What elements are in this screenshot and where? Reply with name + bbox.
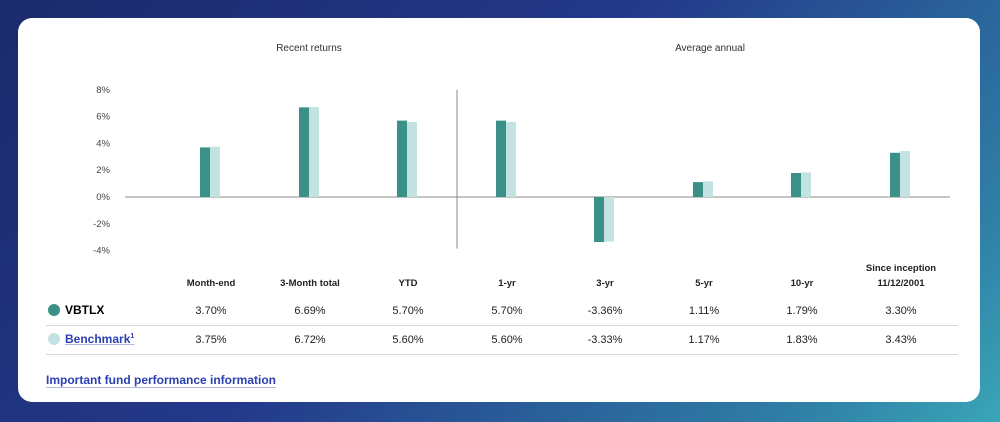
column-header: YTD (398, 278, 418, 289)
y-tick-label: -4% (93, 246, 110, 257)
y-tick-label: 0% (96, 192, 110, 203)
y-tick-label: 4% (96, 138, 110, 149)
bar-fund (594, 197, 604, 243)
y-tick-label: 2% (96, 165, 110, 176)
bar-benchmark (506, 121, 516, 197)
table-row-benchmark: Benchmark1 3.75% 6.72% 5.60% 5.60% -3.33% 1.1… (46, 326, 958, 355)
benchmark-link[interactable]: Benchmark1 (65, 332, 135, 346)
column-header: 1-yr (498, 278, 516, 289)
table-cell: 6.69% (294, 305, 326, 317)
column-header: 3-Month total (280, 278, 340, 289)
bar-fund (693, 182, 703, 197)
fund-legend-dot (48, 304, 60, 316)
performance-card: Recent returns Average annual 8% 6% 4% 2% 0%… (18, 18, 980, 402)
y-tick-label: -2% (93, 219, 110, 230)
bar-fund (299, 107, 309, 197)
column-header: 10-yr (790, 278, 814, 289)
bar-fund (890, 152, 900, 197)
bar-benchmark (801, 172, 811, 197)
table-row-fund: VBTLX 3.70% 6.69% 5.70% 5.70% -3.36% 1.11% 1.7… (46, 297, 958, 326)
bar-benchmark (309, 106, 319, 197)
bar-fund (200, 147, 210, 197)
column-header: Month-end (186, 278, 236, 289)
table-cell: 3.30% (885, 305, 917, 317)
bar-chart: 8% 6% 4% 2% 0% -2% -4% (93, 85, 950, 257)
table-cell: 1.11% (688, 305, 720, 317)
table-cell: -3.33% (587, 334, 623, 346)
bar-benchmark (604, 197, 614, 242)
table-cell: 1.79% (786, 305, 818, 317)
bar-fund (791, 173, 801, 197)
column-header: 3-yr (596, 278, 614, 289)
table-cell: 5.60% (392, 334, 424, 346)
column-header: Since inception 11/12/2001 (865, 263, 937, 289)
table-cell: 1.17% (688, 334, 720, 346)
section-label-average: Average annual (675, 43, 745, 54)
table-cell: 3.70% (195, 305, 227, 317)
table-cell: 6.72% (294, 334, 326, 346)
bar-benchmark (900, 151, 910, 197)
column-header: 5-yr (695, 278, 713, 289)
bar-benchmark (703, 181, 713, 197)
table-cell: 3.75% (195, 334, 227, 346)
bar-benchmark (407, 121, 417, 197)
section-label-recent: Recent returns (276, 43, 342, 54)
y-tick-label: 6% (96, 112, 110, 123)
bar-fund (496, 120, 506, 197)
table-cell: 1.83% (786, 334, 818, 346)
benchmark-legend-dot (48, 333, 60, 345)
table-cell: 5.70% (491, 305, 523, 317)
table-cell: 3.43% (885, 334, 917, 346)
bar-benchmark (210, 146, 220, 197)
fund-label: VBTLX (65, 303, 105, 317)
table-cell: 5.70% (392, 305, 424, 317)
important-info-link[interactable]: Important fund performance information (46, 373, 277, 388)
y-tick-label: 8% (96, 85, 110, 96)
table-cell: 5.60% (491, 334, 523, 346)
footnote-marker: 1 (130, 333, 135, 340)
bar-fund (397, 120, 407, 197)
table-cell: -3.36% (587, 305, 623, 317)
